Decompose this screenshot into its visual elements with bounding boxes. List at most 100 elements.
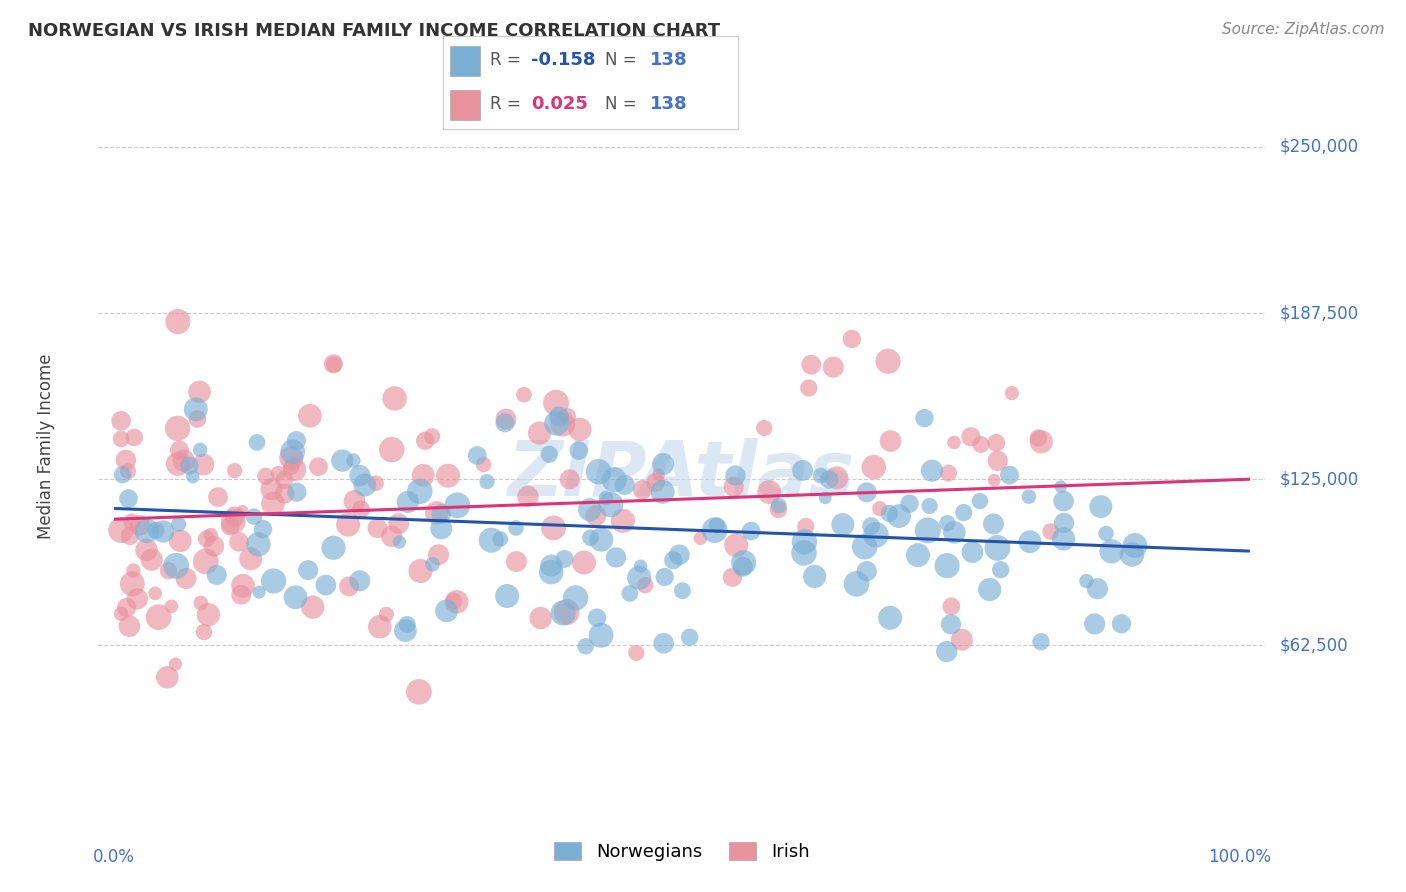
Point	[224, 464, 246, 478]
Point	[135, 524, 157, 538]
Point	[845, 577, 868, 591]
Point	[879, 611, 901, 625]
Point	[188, 442, 211, 457]
Point	[122, 430, 145, 444]
Point	[814, 491, 837, 505]
Bar	[450, 90, 479, 120]
Point	[652, 636, 675, 650]
Point	[384, 392, 406, 406]
Point	[394, 624, 416, 638]
Point	[143, 586, 166, 600]
Point	[619, 586, 641, 600]
Point	[409, 564, 432, 578]
Point	[195, 532, 218, 546]
Point	[349, 468, 371, 483]
Point	[280, 451, 302, 466]
Text: $125,000: $125,000	[1279, 470, 1358, 488]
Point	[1019, 534, 1042, 549]
Point	[239, 551, 262, 566]
Point	[841, 332, 863, 346]
Point	[823, 360, 845, 375]
Point	[165, 657, 187, 672]
Point	[446, 595, 468, 609]
Point	[943, 525, 966, 540]
Point	[495, 412, 517, 426]
Point	[273, 473, 295, 487]
Point	[936, 516, 959, 530]
Point	[586, 610, 609, 624]
Point	[167, 315, 190, 329]
Text: 0.025: 0.025	[531, 95, 588, 113]
Point	[754, 421, 776, 435]
Point	[437, 468, 460, 483]
Point	[960, 430, 983, 444]
Point	[970, 437, 993, 451]
Point	[262, 497, 284, 511]
Point	[181, 469, 204, 483]
Point	[628, 571, 651, 585]
Point	[538, 447, 561, 461]
Point	[115, 600, 138, 615]
Point	[810, 468, 832, 483]
Point	[1090, 500, 1112, 514]
Point	[412, 468, 434, 483]
Point	[263, 574, 285, 588]
Point	[662, 553, 685, 567]
Text: Median Family Income: Median Family Income	[37, 353, 55, 539]
Point	[260, 482, 283, 496]
Point	[364, 476, 387, 491]
Point	[938, 466, 960, 480]
Point	[409, 484, 432, 499]
Point	[118, 529, 141, 543]
Point	[800, 358, 823, 372]
Point	[818, 473, 841, 487]
Point	[540, 565, 562, 579]
Point	[1123, 539, 1146, 553]
Point	[322, 541, 344, 555]
Point	[156, 670, 179, 684]
Point	[792, 463, 814, 477]
Point	[939, 617, 962, 632]
Point	[612, 514, 634, 528]
Point	[558, 472, 581, 486]
Point	[396, 617, 419, 632]
Point	[578, 502, 600, 516]
Point	[613, 478, 636, 492]
Point	[330, 453, 353, 467]
Point	[381, 529, 404, 543]
Point	[350, 502, 373, 516]
Point	[794, 519, 817, 533]
Point	[205, 568, 228, 582]
Bar	[450, 46, 479, 76]
Point	[797, 381, 820, 395]
Point	[280, 460, 302, 475]
Point	[111, 467, 134, 482]
Point	[887, 509, 910, 524]
Point	[983, 516, 1005, 531]
Point	[368, 620, 391, 634]
Text: 0.0%: 0.0%	[93, 848, 135, 866]
Point	[855, 564, 877, 578]
Point	[936, 558, 959, 573]
Point	[1095, 526, 1118, 541]
Point	[247, 537, 270, 551]
Point	[207, 490, 229, 504]
Point	[634, 578, 657, 592]
Point	[285, 434, 308, 448]
Point	[193, 625, 215, 640]
Point	[1029, 634, 1052, 648]
Point	[165, 558, 187, 573]
Point	[553, 606, 575, 620]
Point	[654, 570, 676, 584]
Point	[758, 485, 780, 500]
Point	[315, 578, 337, 592]
Point	[284, 591, 307, 605]
Point	[588, 465, 610, 479]
Point	[349, 574, 371, 588]
Point	[548, 409, 571, 424]
Point	[986, 435, 1008, 450]
Point	[917, 524, 939, 538]
Text: 138: 138	[650, 95, 688, 113]
Point	[630, 559, 652, 574]
Point	[543, 521, 565, 535]
